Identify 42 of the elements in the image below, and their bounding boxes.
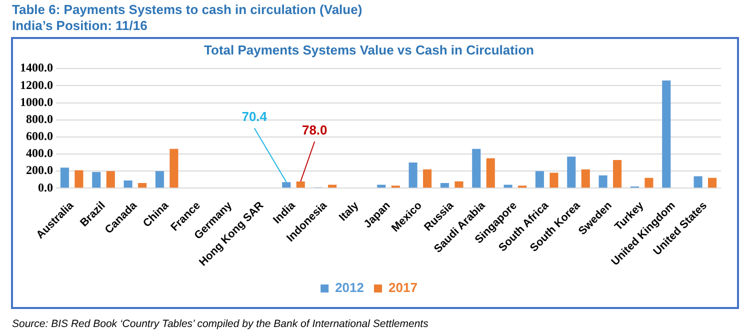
data-label: 70.4 xyxy=(242,109,268,124)
y-tick-label: 0.0 xyxy=(38,180,53,194)
bar xyxy=(598,175,608,188)
bar xyxy=(472,148,481,188)
bar xyxy=(550,172,558,188)
bar xyxy=(60,168,69,188)
bar xyxy=(708,178,717,188)
chart-subtitle: India’s Position: 11/16 xyxy=(12,18,148,33)
bar xyxy=(581,169,590,188)
y-tick-label: 200.0 xyxy=(26,163,53,178)
y-tick-label: 600.0 xyxy=(26,129,53,144)
legend-label: 2017 xyxy=(388,280,418,296)
bar xyxy=(138,183,147,188)
bar xyxy=(282,182,291,188)
bar xyxy=(170,148,178,188)
y-tick-label: 1200.0 xyxy=(20,78,53,92)
bar xyxy=(613,160,622,188)
bar xyxy=(74,170,84,188)
y-tick-label: 1000.0 xyxy=(20,94,53,109)
bar xyxy=(644,178,654,188)
bar xyxy=(567,156,576,188)
bar xyxy=(296,182,305,188)
legend-label: 2012 xyxy=(335,280,364,296)
source-note: Source: BIS Red Book ‘Country Tables’ compiled by the Bank of International Settlements xyxy=(12,318,428,330)
bar xyxy=(423,169,432,188)
bar xyxy=(454,181,464,188)
bar xyxy=(486,158,495,188)
bar xyxy=(694,176,702,188)
text: Total Payments Systems Value vs Cash in Circulation xyxy=(204,42,534,58)
y-tick-label: 1400.0 xyxy=(20,60,53,75)
bar xyxy=(106,171,115,188)
bar xyxy=(440,183,449,188)
bar xyxy=(124,180,132,188)
bar xyxy=(92,172,101,188)
y-tick-label: 400.0 xyxy=(26,146,53,160)
y-tick-label: 800.0 xyxy=(26,112,53,126)
data-label: 78.0 xyxy=(302,122,328,138)
chart-title: Table 6: Payments Systems to cash in circulation (Value) xyxy=(12,2,362,17)
bar xyxy=(662,80,671,188)
bar xyxy=(535,171,544,188)
bar xyxy=(155,171,164,188)
bar xyxy=(408,162,418,188)
